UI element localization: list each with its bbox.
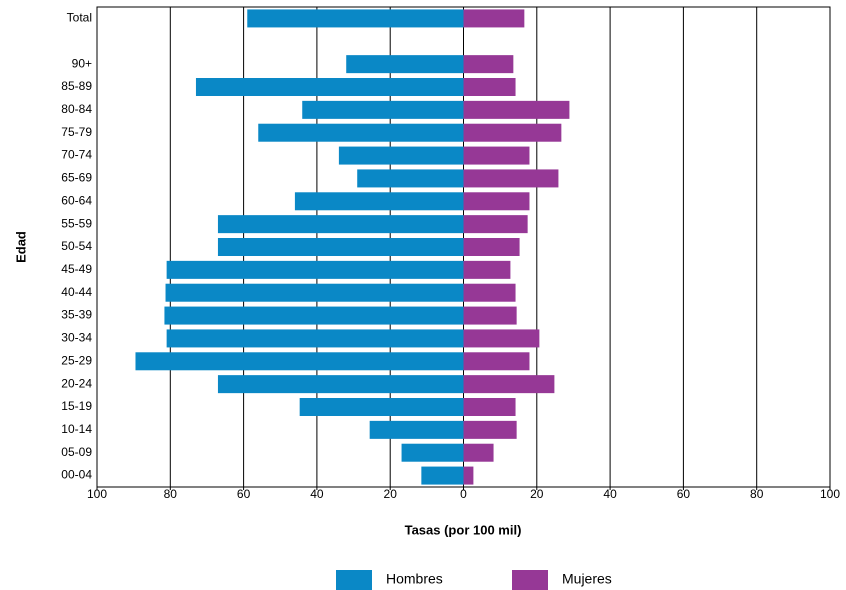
y-tick-label: Total xyxy=(67,11,92,25)
bar xyxy=(217,375,464,394)
bar xyxy=(463,466,474,485)
bar xyxy=(463,260,511,279)
legend-swatch xyxy=(512,570,548,590)
bar xyxy=(401,443,464,462)
x-tick-label: 80 xyxy=(750,487,764,501)
x-tick-label: 40 xyxy=(603,487,617,501)
y-axis-label: Edad xyxy=(13,231,28,263)
bar xyxy=(302,100,464,119)
bar xyxy=(463,443,494,462)
bar xyxy=(463,9,525,28)
bar xyxy=(463,420,517,439)
x-tick-label: 20 xyxy=(530,487,544,501)
bar xyxy=(421,466,464,485)
bar xyxy=(463,306,517,325)
bar xyxy=(463,375,555,394)
y-tick-label: 45-49 xyxy=(61,262,92,276)
bar xyxy=(463,352,530,371)
bar xyxy=(463,192,530,211)
y-tick-label: 75-79 xyxy=(61,125,92,139)
bar xyxy=(217,238,464,256)
bar xyxy=(369,420,464,439)
x-tick-label: 80 xyxy=(164,487,178,501)
bar xyxy=(135,352,464,371)
bar xyxy=(164,306,464,325)
y-tick-label: 90+ xyxy=(72,56,92,70)
bar xyxy=(463,169,559,188)
y-tick-label: 85-89 xyxy=(61,79,92,93)
bar xyxy=(463,398,516,416)
bar xyxy=(463,283,516,302)
bar xyxy=(463,146,530,165)
y-tick-label: 30-34 xyxy=(61,331,92,345)
y-tick-label: 10-14 xyxy=(61,422,92,436)
bar xyxy=(463,329,540,348)
bar xyxy=(166,260,464,279)
y-tick-label: 35-39 xyxy=(61,308,92,322)
bar xyxy=(338,146,464,165)
y-tick-label: 70-74 xyxy=(61,148,92,162)
bar xyxy=(166,329,464,348)
bar xyxy=(463,78,516,96)
x-tick-label: 60 xyxy=(237,487,251,501)
y-tick-label: 20-24 xyxy=(61,376,92,390)
legend-label: Mujeres xyxy=(562,571,612,587)
x-tick-label: 60 xyxy=(677,487,691,501)
bar xyxy=(165,283,464,302)
bar xyxy=(258,123,464,142)
bar xyxy=(357,169,464,188)
x-tick-label: 100 xyxy=(87,487,107,501)
x-tick-label: 100 xyxy=(820,487,840,501)
bar xyxy=(217,215,464,234)
bar xyxy=(294,192,464,211)
x-tick-label: 40 xyxy=(310,487,324,501)
y-tick-label: 60-64 xyxy=(61,193,92,207)
bar xyxy=(463,55,514,74)
bar xyxy=(463,123,562,142)
y-tick-label: 65-69 xyxy=(61,171,92,185)
legend-swatch xyxy=(336,570,372,590)
y-tick-label: 55-59 xyxy=(61,216,92,230)
y-tick-label: 00-04 xyxy=(61,468,92,482)
x-tick-label: 20 xyxy=(384,487,398,501)
y-tick-label: 25-29 xyxy=(61,353,92,367)
y-tick-label: 15-19 xyxy=(61,399,92,413)
y-tick-label: 50-54 xyxy=(61,239,92,253)
x-axis-label: Tasas (por 100 mil) xyxy=(405,522,522,537)
bar xyxy=(299,398,464,416)
y-tick-label: 40-44 xyxy=(61,285,92,299)
x-tick-label: 0 xyxy=(460,487,467,501)
y-tick-label: 05-09 xyxy=(61,445,92,459)
bar xyxy=(346,55,464,74)
bar xyxy=(247,9,464,28)
legend-label: Hombres xyxy=(386,571,443,587)
bar xyxy=(195,78,464,96)
y-tick-label: 80-84 xyxy=(61,102,92,116)
bar xyxy=(463,100,570,119)
bar xyxy=(463,215,528,234)
bar xyxy=(463,238,520,256)
